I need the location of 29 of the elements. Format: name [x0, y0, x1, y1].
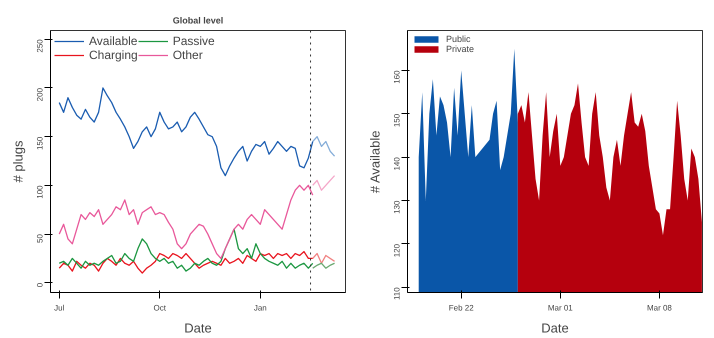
legend-label: Public: [446, 34, 471, 44]
y-tick-label: 50: [36, 234, 44, 243]
y-tick-label: 150: [36, 136, 44, 150]
x-axis-title: Date: [541, 320, 569, 336]
y-tick-label: 200: [36, 87, 44, 102]
x-tick-label: Jul: [54, 304, 65, 312]
legend-label: Private: [446, 44, 474, 54]
y-tick-label: 130: [392, 200, 402, 214]
y-axis-title: # Available: [368, 130, 382, 194]
y-tick-label: 100: [36, 184, 44, 199]
y-tick-label: 120: [392, 243, 402, 258]
y-tick-label: 250: [36, 38, 44, 53]
x-tick-label: Feb 22: [448, 304, 474, 312]
x-tick-label: Jan: [254, 304, 267, 312]
y-tick-label: 110: [392, 286, 402, 300]
x-tick-label: Mar 01: [548, 304, 574, 312]
chart-title: Global level: [172, 16, 224, 26]
x-tick-label: Oct: [154, 304, 167, 312]
legend-label: Charging: [89, 48, 138, 62]
y-tick-label: 0: [36, 282, 44, 288]
y-tick-label: 140: [392, 156, 402, 171]
y-axis-title: # plugs: [10, 140, 26, 182]
legend-label: Other: [172, 48, 203, 62]
x-axis-title: Date: [184, 320, 212, 336]
y-tick-label: 160: [392, 70, 402, 84]
x-tick-label: Mar 08: [646, 304, 672, 312]
legend-label: Available: [89, 34, 138, 48]
y-tick-label: 150: [392, 113, 402, 128]
legend-label: Passive: [172, 34, 215, 48]
